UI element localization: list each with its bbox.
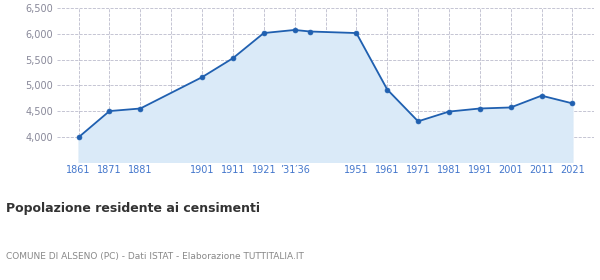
Text: COMUNE DI ALSENO (PC) - Dati ISTAT - Elaborazione TUTTITALIA.IT: COMUNE DI ALSENO (PC) - Dati ISTAT - Ela…: [6, 252, 304, 261]
Text: Popolazione residente ai censimenti: Popolazione residente ai censimenti: [6, 202, 260, 214]
